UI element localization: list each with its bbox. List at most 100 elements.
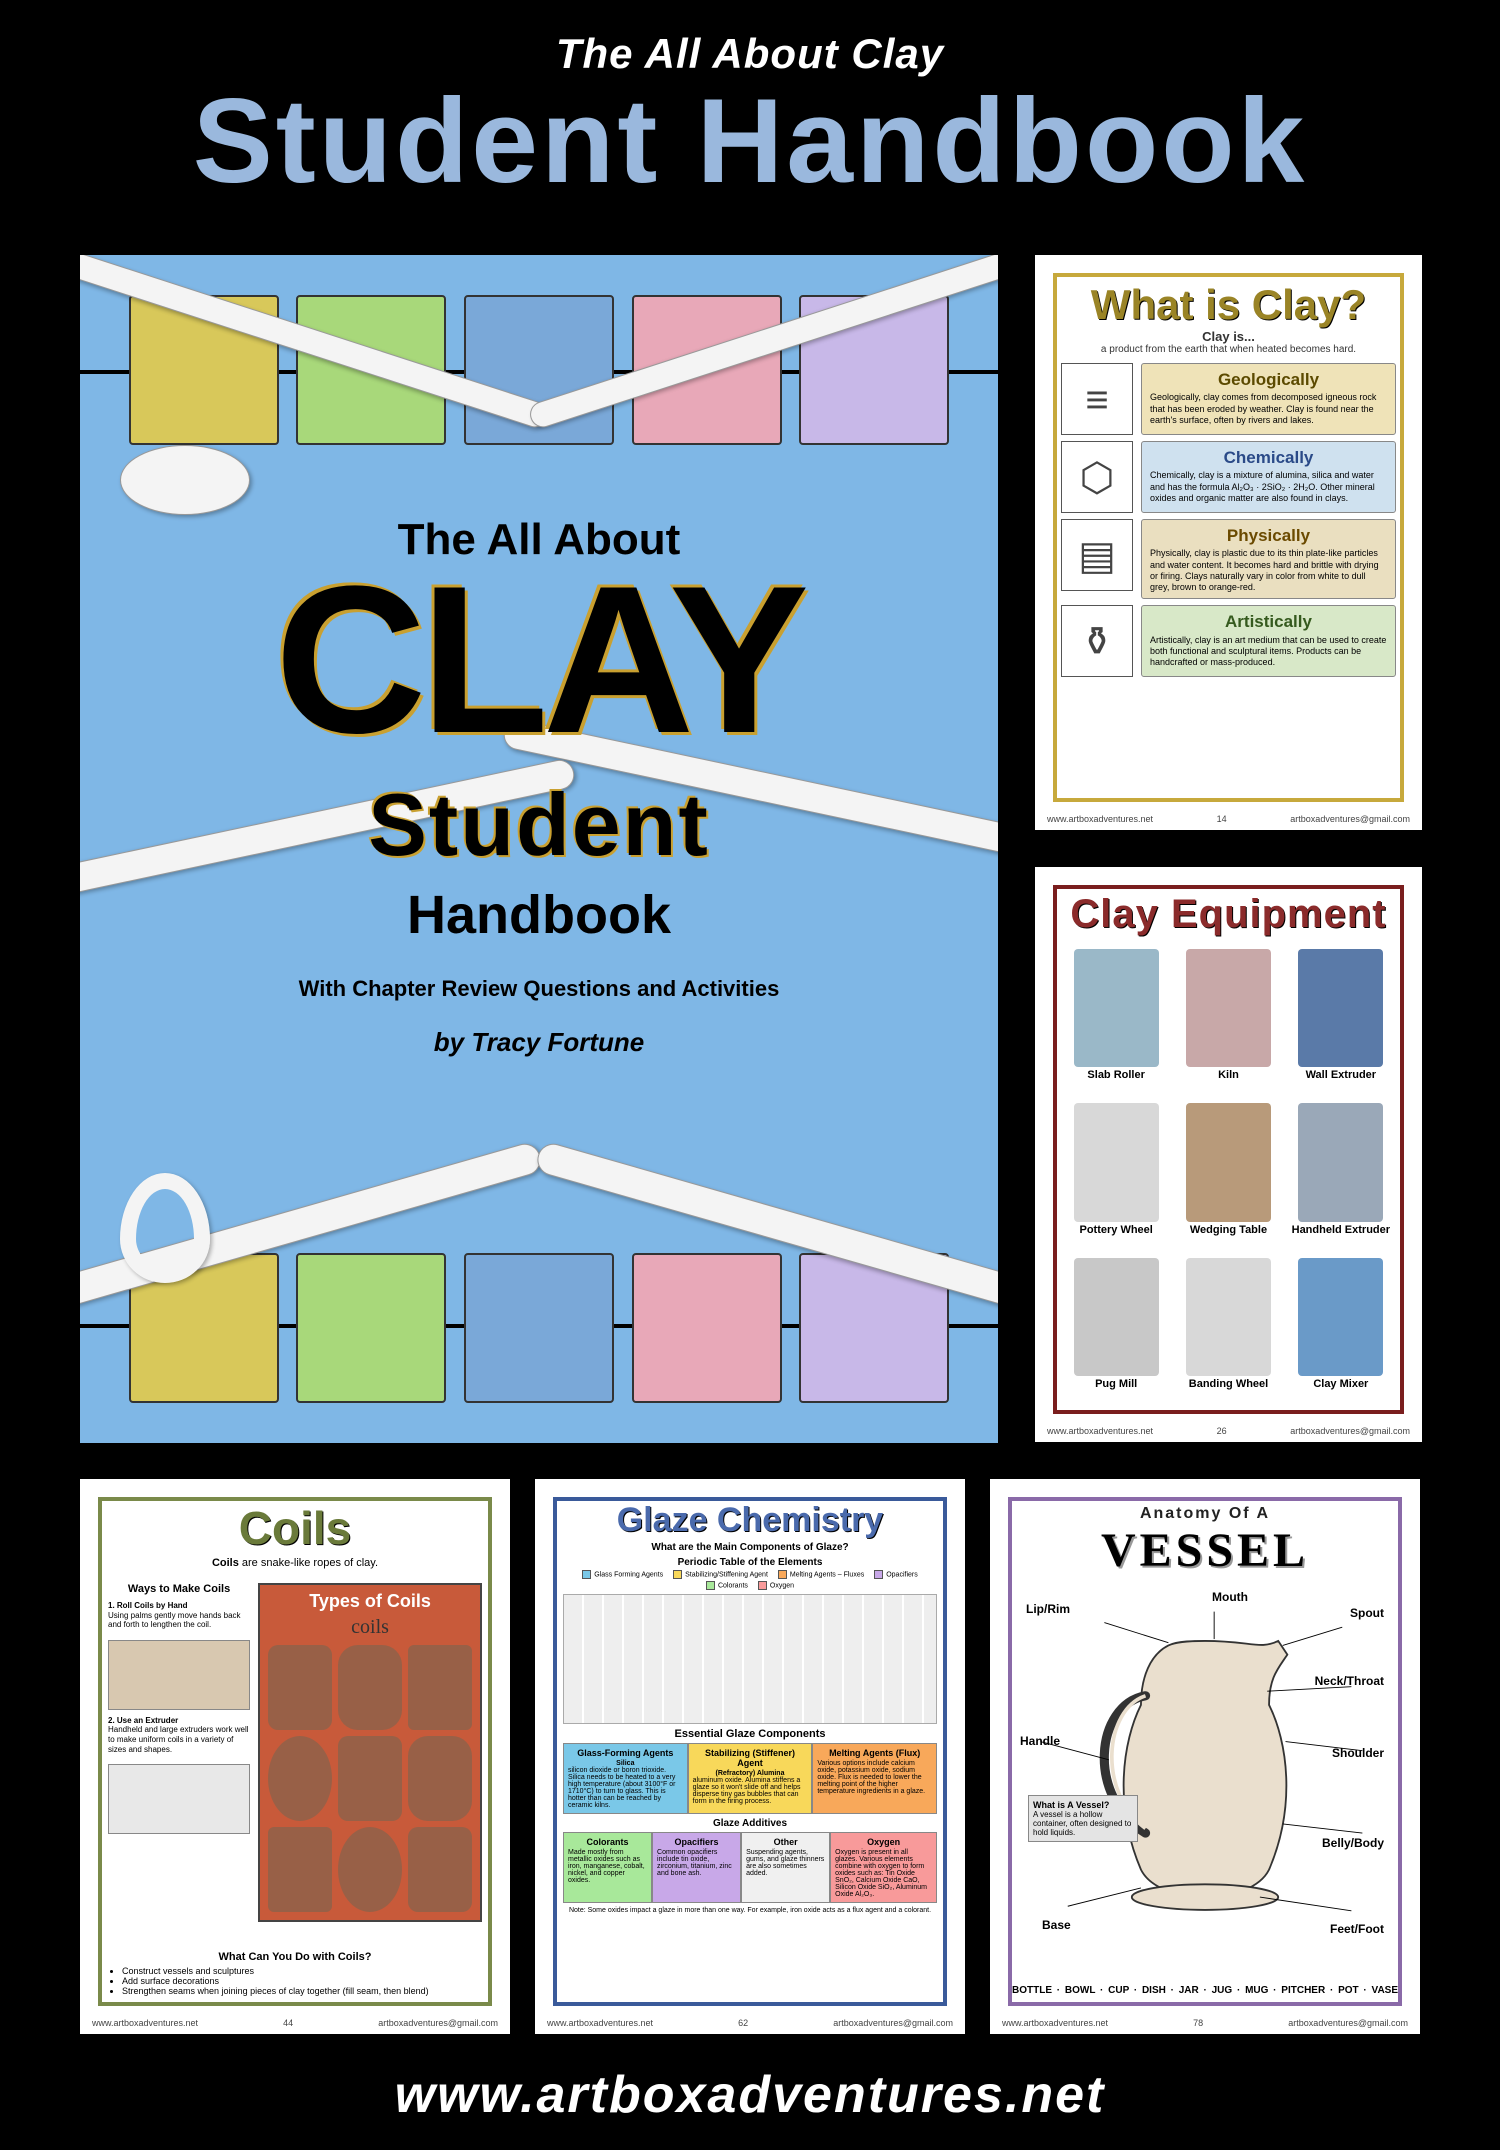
vessel-bottom-list: BOTTLE · BOWL · CUP · DISH · JAR · JUG ·…	[1012, 1985, 1398, 1996]
equip-item-icon	[1186, 1103, 1271, 1221]
equip-item-label: Pug Mill	[1095, 1378, 1137, 1404]
page-footer-right: artboxadventures@gmail.com	[833, 2018, 953, 2028]
page-footer-left: www.artboxadventures.net	[1002, 2018, 1108, 2028]
glaze-panel: Glaze Chemistry What are the Main Compon…	[535, 1479, 965, 2034]
whatis-row: ⚱ArtisticallyArtistically, clay is an ar…	[1061, 605, 1396, 677]
coils-ways-title: Ways to Make Coils	[108, 1583, 250, 1595]
cover-sub: With Chapter Review Questions and Activi…	[80, 976, 998, 1002]
page-footer-left: www.artboxadventures.net	[1047, 814, 1153, 824]
equip-item-icon	[1074, 1103, 1159, 1221]
equip-item-label: Wedging Table	[1190, 1224, 1267, 1250]
label-mouth: Mouth	[1212, 1590, 1248, 1604]
equip-panel: Clay Equipment Slab Roller KilnWall Extru…	[1035, 867, 1422, 1442]
page-number: 14	[1217, 814, 1227, 824]
label-belly: Belly/Body	[1322, 1836, 1384, 1850]
equip-item-icon	[1074, 1258, 1159, 1376]
glaze-title: Glaze Chemistry	[557, 1501, 943, 1540]
glaze-pt-title: Periodic Table of the Elements	[557, 1557, 943, 1568]
label-shoulder: Shoulder	[1332, 1746, 1384, 1760]
equip-title: Clay Equipment	[1057, 892, 1400, 937]
cover-titleblock: The All About CLAY Student Handbook With…	[80, 515, 998, 1058]
legend-item: Stabilizing/Stiffening Agent	[673, 1570, 768, 1579]
legend-item: Melting Agents – Fluxes	[778, 1570, 864, 1579]
equip-item-icon	[1186, 1258, 1271, 1376]
equip-item: Wall Extruder	[1288, 947, 1394, 1095]
vessel-panel: Anatomy Of A VESSEL	[990, 1479, 1420, 2034]
page-number: 44	[283, 2018, 293, 2028]
vessel-pre: Anatomy Of A	[1012, 1505, 1398, 1523]
legend-item: Glass Forming Agents	[582, 1570, 663, 1579]
whatis-row-icon: ▤	[1061, 519, 1133, 591]
coils-foot-title: What Can You Do with Coils?	[108, 1951, 482, 1963]
cover-line4: Handbook	[80, 884, 998, 946]
legend-item: Colorants	[706, 1581, 748, 1590]
page-footer-right: artboxadventures@gmail.com	[1288, 2018, 1408, 2028]
color-swatch	[296, 1253, 446, 1403]
page-number: 78	[1193, 2018, 1203, 2028]
glaze-oxygen-cell: OxygenOxygen is present in all glazes. V…	[830, 1832, 937, 1903]
coils-thumb-extruder	[108, 1764, 250, 1834]
whatis-row: ⬡ChemicallyChemically, clay is a mixture…	[1061, 441, 1396, 513]
legend-item: Oxygen	[758, 1581, 794, 1590]
page-number: 62	[738, 2018, 748, 2028]
glaze-comp-title: Essential Glaze Components	[557, 1728, 943, 1740]
equip-item: Pottery Wheel	[1063, 1101, 1169, 1249]
color-swatch	[464, 1253, 614, 1403]
header: The All About Clay Student Handbook	[0, 0, 1500, 204]
equip-item: Handheld Extruder	[1288, 1101, 1394, 1249]
equip-item-label: Slab Roller	[1087, 1069, 1144, 1095]
cover-panel: The All About CLAY Student Handbook With…	[80, 255, 998, 1443]
equip-item-icon	[1074, 949, 1159, 1067]
footer-url: www.artboxadventures.net	[0, 2065, 1500, 2125]
whatis-row-icon: ⬡	[1061, 441, 1133, 513]
coils-thumb-hand	[108, 1640, 250, 1710]
vessel-sidebox: What is A Vessel?A vessel is a hollow co…	[1028, 1795, 1138, 1842]
whatis-row-icon: ≡	[1061, 363, 1133, 435]
periodic-table-icon	[563, 1594, 937, 1724]
equip-item: Pug Mill	[1063, 1256, 1169, 1404]
glaze-add-cell: OtherSuspending agents, gums, and glaze …	[741, 1832, 830, 1903]
equip-item-icon	[1298, 1103, 1383, 1221]
panel-grid: The All About CLAY Student Handbook With…	[80, 255, 1420, 2030]
vessel-diagram: Lip/Rim Mouth Spout Handle Neck/Throat S…	[1022, 1596, 1388, 1942]
list-item: Construct vessels and sculptures	[122, 1966, 482, 1976]
glaze-add-cell: ColorantsMade mostly from metallic oxide…	[563, 1832, 652, 1903]
page-number: 26	[1217, 1426, 1227, 1436]
equip-item-icon	[1186, 949, 1271, 1067]
page-footer-right: artboxadventures@gmail.com	[1290, 814, 1410, 824]
header-title: Student Handbook	[0, 78, 1500, 204]
header-pretitle: The All About Clay	[0, 30, 1500, 78]
equip-item: Clay Mixer	[1288, 1256, 1394, 1404]
whatis-row: ≡GeologicallyGeologically, clay comes fr…	[1061, 363, 1396, 435]
label-neck: Neck/Throat	[1315, 1674, 1384, 1688]
coils-sub: Coils are snake-like ropes of clay.	[102, 1557, 488, 1569]
label-spout: Spout	[1350, 1606, 1384, 1620]
page-footer-left: www.artboxadventures.net	[1047, 1426, 1153, 1436]
page-footer-left: www.artboxadventures.net	[92, 2018, 198, 2028]
glaze-add-title: Glaze Additives	[557, 1818, 943, 1829]
glaze-comp-cell: Melting Agents (Flux)Various options inc…	[812, 1743, 937, 1814]
glaze-comp-cell: Stabilizing (Stiffener) Agent(Refractory…	[688, 1743, 813, 1814]
coils-panel: Coils Coils are snake-like ropes of clay…	[80, 1479, 510, 2034]
list-item: Add surface decorations	[122, 1976, 482, 1986]
coils-foot-list: Construct vessels and sculpturesAdd surf…	[122, 1966, 482, 1996]
whatis-row: ▤PhysicallyPhysically, clay is plastic d…	[1061, 519, 1396, 599]
page-footer-right: artboxadventures@gmail.com	[1290, 1426, 1410, 1436]
page-footer-right: artboxadventures@gmail.com	[378, 2018, 498, 2028]
legend-item: Opacifiers	[874, 1570, 918, 1579]
whatis-title: What is Clay?	[1057, 281, 1400, 329]
equip-item: Slab Roller	[1063, 947, 1169, 1095]
glaze-add-cell: OpacifiersCommon opacifiers include tin …	[652, 1832, 741, 1903]
glaze-comp-cell: Glass-Forming AgentsSilicasilicon dioxid…	[563, 1743, 688, 1814]
cover-line3: Student	[80, 774, 998, 876]
coils-types: Types of Coils coils	[258, 1583, 482, 1922]
equip-item: Banding Wheel	[1175, 1256, 1281, 1404]
page-footer-left: www.artboxadventures.net	[547, 2018, 653, 2028]
equip-item: Kiln	[1175, 947, 1281, 1095]
coils-title: Coils	[102, 1501, 488, 1555]
cover-swatches-bot	[80, 1253, 998, 1403]
equip-item-label: Handheld Extruder	[1292, 1224, 1390, 1250]
color-swatch	[632, 1253, 782, 1403]
list-item: Strengthen seams when joining pieces of …	[122, 1986, 482, 1996]
equip-item-label: Banding Wheel	[1189, 1378, 1268, 1404]
